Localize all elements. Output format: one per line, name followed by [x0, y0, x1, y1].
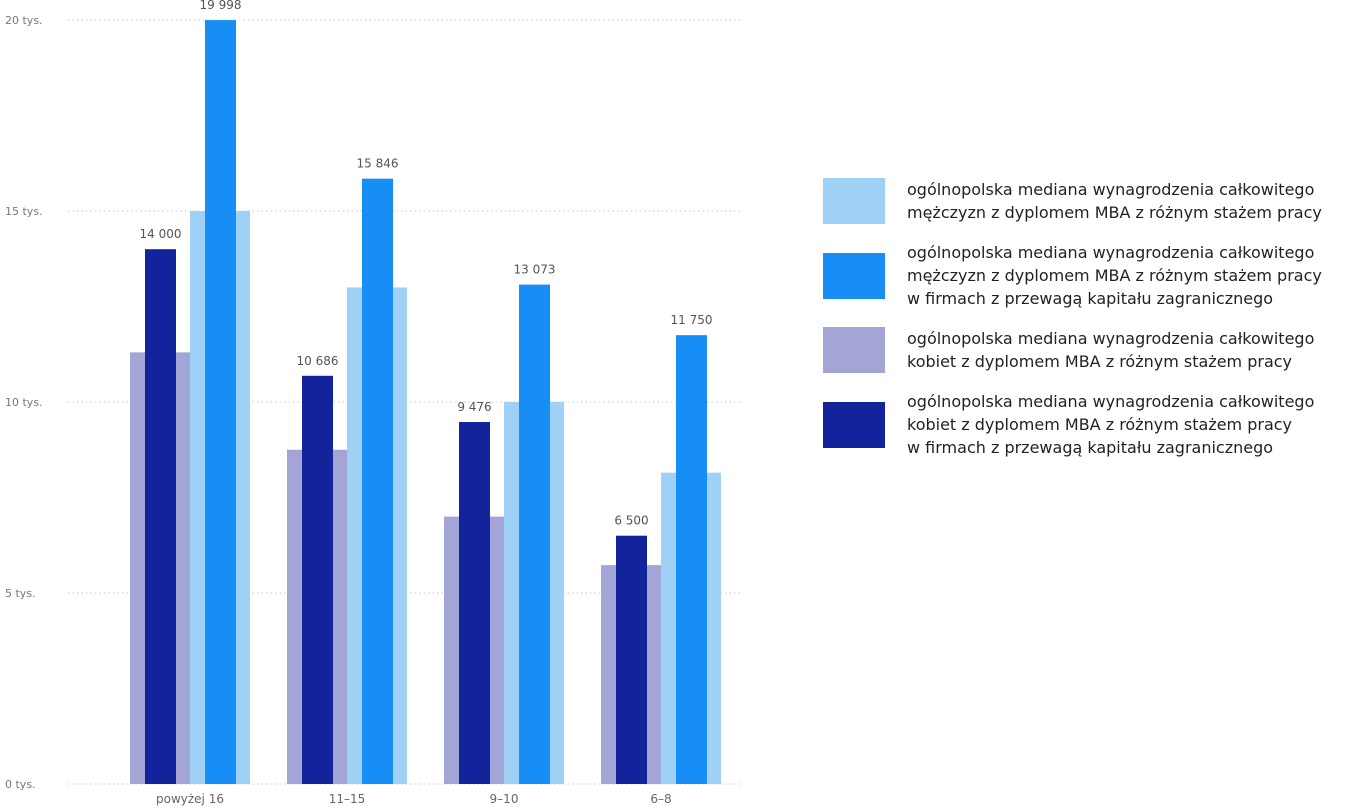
value-label: 15 846: [357, 157, 399, 171]
legend-swatch-men-overall: [823, 178, 885, 224]
value-label: 14 000: [140, 227, 182, 241]
legend-swatch-women-foreign: [823, 401, 885, 448]
y-axis-tick-labels: 0 tys. 5 tys. 10 tys. 15 tys. 20 tys.: [5, 14, 43, 791]
bar: [676, 335, 707, 784]
bars: [130, 20, 721, 784]
legend-item-women-overall: ogólnopolska mediana wynagrodzenia całko…: [823, 327, 1353, 373]
legend-item-men-foreign: ogólnopolska mediana wynagrodzenia całko…: [823, 241, 1353, 310]
legend-label-men-overall: ogólnopolska mediana wynagrodzenia całko…: [907, 180, 1322, 222]
bar: [519, 284, 550, 784]
value-label: 6 500: [614, 514, 648, 528]
y-tick-label: 5 tys.: [5, 587, 36, 600]
legend-swatch-women-overall: [823, 327, 885, 373]
x-tick-label: 11–15: [329, 792, 366, 806]
legend-item-men-overall: ogólnopolska mediana wynagrodzenia całko…: [823, 178, 1353, 224]
legend-item-women-foreign: ogólnopolska mediana wynagrodzenia całko…: [823, 390, 1353, 459]
value-label: 19 998: [200, 0, 242, 12]
x-tick-label: powyżej 16: [156, 792, 224, 806]
legend-label-women-foreign: ogólnopolska mediana wynagrodzenia całko…: [907, 392, 1315, 457]
y-tick-label: 10 tys.: [5, 396, 43, 409]
x-tick-label: 9–10: [490, 792, 519, 806]
legend: ogólnopolska mediana wynagrodzenia całko…: [823, 178, 1353, 476]
legend-label-men-foreign: ogólnopolska mediana wynagrodzenia całko…: [907, 243, 1322, 308]
value-label: 10 686: [297, 354, 339, 368]
bar: [205, 20, 236, 784]
value-label: 9 476: [457, 400, 491, 414]
bar: [616, 535, 647, 784]
bar: [145, 249, 176, 784]
y-tick-label: 20 tys.: [5, 14, 43, 27]
y-tick-label: 15 tys.: [5, 205, 43, 218]
legend-swatch-men-foreign: [823, 252, 885, 299]
x-axis-tick-labels: powyżej 16 11–15 9–10 6–8: [156, 792, 672, 806]
bar: [362, 178, 393, 784]
bar: [302, 375, 333, 784]
legend-label-women-overall: ogólnopolska mediana wynagrodzenia całko…: [907, 329, 1315, 371]
value-label: 13 073: [514, 263, 556, 277]
value-label: 11 750: [671, 313, 713, 327]
bar: [459, 422, 490, 784]
bar-chart: 0 tys. 5 tys. 10 tys. 15 tys. 20 tys. 14 000…: [5, 0, 740, 806]
value-labels: 14 000 19 998 10 686 15 846 9 476 13 073 6 500…: [140, 0, 713, 528]
x-tick-label: 6–8: [650, 792, 671, 806]
y-tick-label: 0 tys.: [5, 778, 36, 791]
